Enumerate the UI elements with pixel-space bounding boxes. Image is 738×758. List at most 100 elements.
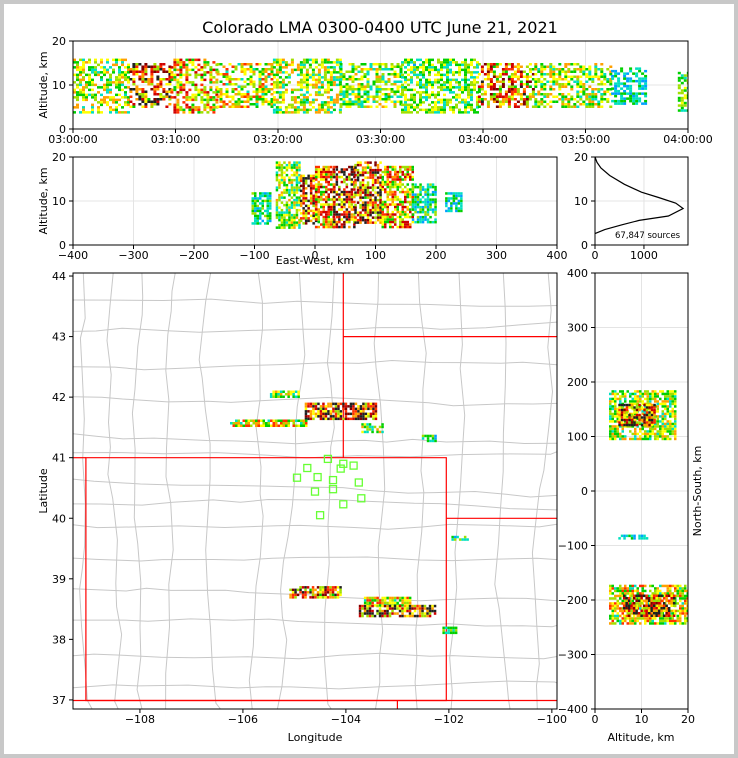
time-height-cell	[219, 63, 223, 66]
east-west-cell	[389, 190, 392, 194]
time-height-cell	[115, 86, 118, 89]
time-height-cell	[498, 90, 502, 93]
storm-cell	[452, 629, 455, 632]
storm-cell	[401, 614, 404, 618]
time-height-cell	[351, 78, 355, 81]
time-height-cell	[237, 100, 241, 103]
time-height-cell	[588, 78, 592, 81]
time-height-cell	[492, 73, 496, 76]
time-height-cell	[431, 91, 434, 94]
time-height-cell	[519, 83, 523, 86]
east-west-cell	[256, 199, 259, 203]
station-marker	[303, 463, 312, 473]
storm-cell	[411, 607, 414, 610]
time-height-cell	[632, 97, 636, 100]
time-height-cell	[272, 73, 276, 77]
time-height-cell	[135, 85, 139, 88]
time-height-cell	[118, 78, 121, 82]
time-height-cell	[507, 85, 511, 88]
north-south-cell	[650, 403, 654, 407]
x-tick-label: 400	[547, 249, 568, 262]
time-height-cell	[342, 95, 346, 98]
storm-cell	[349, 407, 353, 411]
time-height-cell	[413, 66, 416, 69]
east-west-cell	[391, 225, 394, 229]
time-height-cell	[467, 91, 470, 94]
east-west-cell	[384, 190, 387, 194]
time-height-cell	[461, 68, 464, 72]
time-height-cell	[191, 103, 195, 107]
time-height-cell	[516, 90, 520, 93]
time-height-cell	[378, 65, 382, 68]
storm-cell	[324, 407, 328, 411]
storm-cell	[358, 607, 362, 610]
storm-cell	[255, 422, 258, 425]
east-west-cell	[330, 190, 333, 194]
east-west-cell	[307, 177, 310, 180]
north-south-cell	[674, 410, 677, 413]
time-height-cell	[552, 95, 556, 98]
time-height-cell	[284, 88, 288, 92]
storm-cell	[357, 407, 360, 411]
north-south-cell	[620, 534, 624, 538]
time-height-cell	[234, 93, 238, 96]
east-west-cell	[384, 218, 387, 221]
east-west-cell	[376, 181, 380, 184]
lma-stations	[292, 454, 366, 520]
time-height-cell	[159, 93, 163, 96]
storm-cell	[453, 538, 457, 541]
time-height-cell	[396, 65, 400, 68]
time-height-cell	[446, 58, 449, 62]
storm-cell	[366, 612, 369, 615]
east-west-cell	[302, 197, 305, 200]
time-height-cell	[323, 71, 327, 74]
east-west-cell	[431, 183, 435, 186]
time-height-cell	[103, 73, 106, 77]
north-south-cell	[626, 415, 629, 418]
east-west-cell	[288, 216, 291, 219]
east-west-cell	[421, 215, 425, 219]
east-west-cell	[285, 173, 289, 177]
east-west-cell	[330, 188, 333, 191]
north-south-cell	[611, 619, 614, 623]
east-west-ylabel: Altitude, km	[37, 167, 50, 234]
time-height-cell	[91, 96, 94, 99]
time-height-cell	[369, 88, 373, 91]
north-south-cell	[629, 400, 632, 403]
east-west-cell	[322, 165, 325, 169]
time-height-cell	[109, 73, 112, 77]
time-height-cell	[209, 66, 213, 69]
time-height-cell	[501, 68, 505, 71]
time-height-cell	[206, 61, 210, 64]
time-height-cell	[168, 83, 172, 86]
east-west-cell	[356, 218, 360, 222]
time-height-cell	[552, 73, 556, 76]
time-height-cell	[203, 93, 207, 97]
east-west-cell	[411, 165, 414, 169]
storm-cell	[329, 412, 333, 416]
time-height-cell	[534, 93, 538, 96]
east-west-cell	[359, 183, 362, 187]
storm-cell	[321, 596, 325, 599]
time-height-cell	[240, 93, 244, 96]
storm-cell	[319, 410, 323, 413]
storm-cell	[260, 424, 263, 427]
east-west-cell	[411, 190, 414, 194]
time-height-cell	[476, 98, 479, 102]
time-height-ticks: 03:00:00 03:10:00 03:20:00 03:30:00 03:40:00…	[48, 35, 712, 146]
time-height-cell	[473, 111, 476, 114]
east-west-cell	[304, 214, 308, 218]
time-height-cell	[351, 70, 355, 73]
time-height-cell	[381, 73, 385, 76]
time-height-cell	[302, 106, 306, 109]
north-south-cell	[616, 412, 619, 416]
time-height-cell	[299, 66, 303, 69]
time-height-cell	[121, 81, 124, 84]
east-west-cell	[320, 178, 323, 181]
time-height-cell	[176, 91, 180, 94]
time-height-cell	[320, 86, 324, 89]
east-west-cell	[327, 195, 330, 199]
north-south-cell	[664, 437, 667, 441]
north-south-cell	[616, 435, 619, 438]
time-height-cell	[387, 93, 391, 96]
